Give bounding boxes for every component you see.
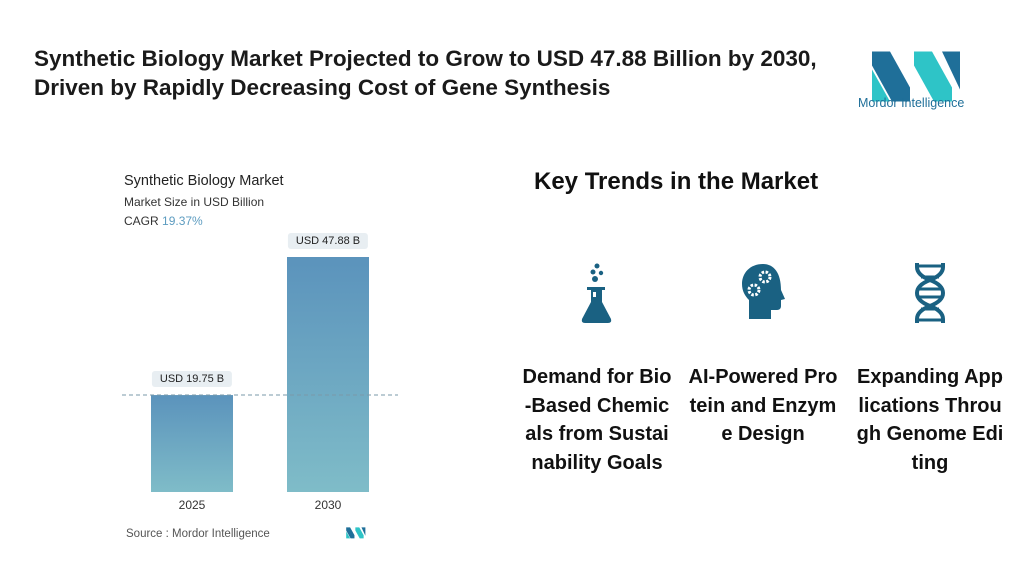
bar-2030	[287, 257, 369, 492]
page-title: Synthetic Biology Market Projected to Gr…	[34, 46, 817, 100]
chart-subtitle: Market Size in USD Billion	[124, 195, 265, 209]
dna-icon	[914, 263, 946, 323]
trend-label: AI-Powered Protein and Enzyme Design	[688, 366, 838, 445]
trends-heading: Key Trends in the Market	[534, 168, 819, 195]
x-tick-label: 2030	[314, 498, 342, 512]
mordor-logo	[872, 51, 960, 102]
bar-chart	[122, 257, 398, 492]
logo-text: Mordor Intelligence	[858, 96, 965, 110]
data-label: USD 47.88 B	[287, 233, 369, 249]
data-label: USD 19.75 B	[151, 371, 233, 388]
flask-icon	[581, 263, 612, 323]
trend-label: Expanding Applications Through Genome Ed…	[856, 366, 1004, 474]
cagr-label: CAGR	[124, 214, 159, 228]
cagr: CAGR 19.37%	[124, 214, 203, 228]
trend-label: Demand for Bio-Based Chemicals from Sust…	[522, 366, 672, 474]
bar-2025	[151, 395, 233, 492]
chart-title: Synthetic Biology Market	[124, 173, 284, 189]
head-gears-icon	[742, 264, 785, 319]
source-note: Source : Mordor Intelligence	[126, 528, 270, 540]
mordor-small-logo	[346, 527, 366, 539]
x-tick-label: 2025	[178, 498, 206, 512]
cagr-value: 19.37%	[162, 214, 203, 228]
